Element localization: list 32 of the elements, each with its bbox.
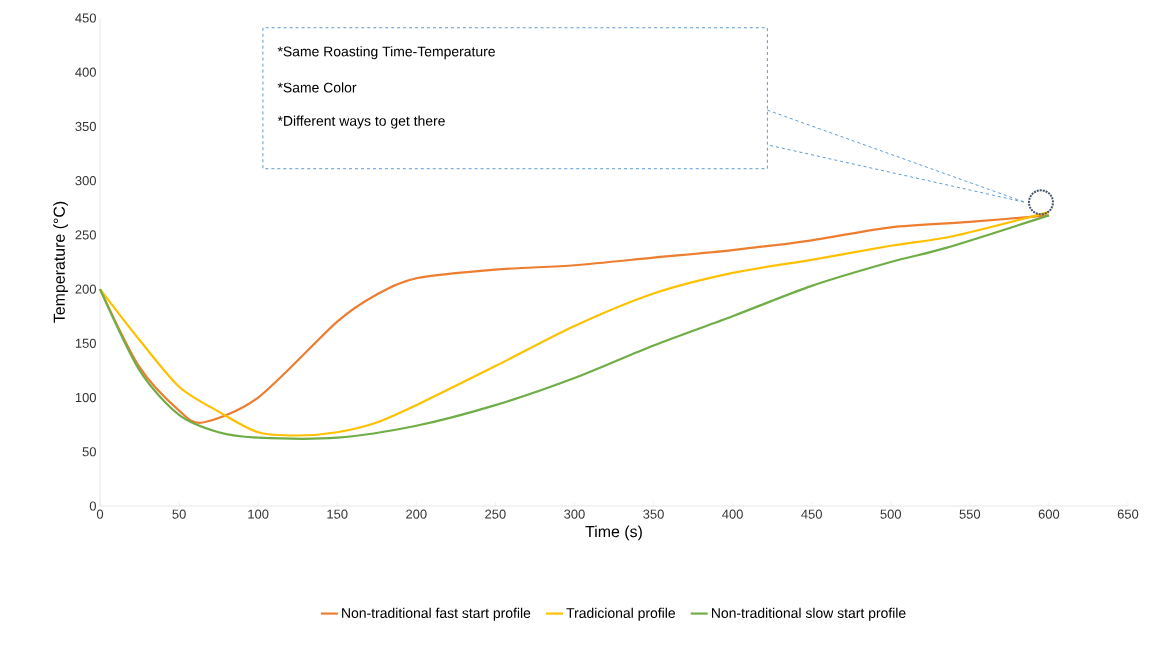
y-tick-label: 300 xyxy=(75,176,96,186)
x-tick-label: 200 xyxy=(406,509,427,519)
legend-label: Non-traditional slow start profile xyxy=(711,607,906,621)
y-tick-label: 400 xyxy=(75,67,96,77)
annotation: *Different ways to get there xyxy=(277,115,445,129)
y-tick-label: 0 xyxy=(89,501,96,511)
y-tick-label: 350 xyxy=(75,121,96,132)
x-tick-label: 600 xyxy=(1038,509,1060,519)
x-tick-label: 150 xyxy=(327,509,348,519)
legend-label: Non-traditional fast start profile xyxy=(342,607,531,621)
y-tick-label: 100 xyxy=(75,392,96,403)
x-tick-label: 550 xyxy=(959,509,981,519)
x-axis-title: Time (s) xyxy=(585,525,642,541)
x-tick-label: 0 xyxy=(96,509,104,519)
y-tick-label: 200 xyxy=(75,284,96,294)
y-tick-label: 50 xyxy=(82,447,96,457)
x-tick-label: 350 xyxy=(643,509,664,519)
legend-label: Tradicional profile xyxy=(566,607,675,621)
x-tick-label: 500 xyxy=(880,509,902,519)
x-tick-label: 100 xyxy=(248,509,269,519)
x-tick-label: 50 xyxy=(172,509,186,519)
x-tick-label: 450 xyxy=(801,509,822,519)
x-tick-label: 250 xyxy=(485,509,506,519)
annotation: *Same Color xyxy=(277,82,357,93)
y-tick-label: 150 xyxy=(75,338,96,348)
y-tick-label: 450 xyxy=(75,13,96,23)
y-axis-title: Temperature (°C) xyxy=(53,201,69,323)
x-tick-label: 400 xyxy=(722,509,743,519)
y-tick-label: 250 xyxy=(75,230,96,240)
annotation: *Same Roasting Time-Temperature xyxy=(277,46,495,60)
x-tick-label: 650 xyxy=(1117,509,1139,519)
x-tick-label: 300 xyxy=(564,509,585,519)
